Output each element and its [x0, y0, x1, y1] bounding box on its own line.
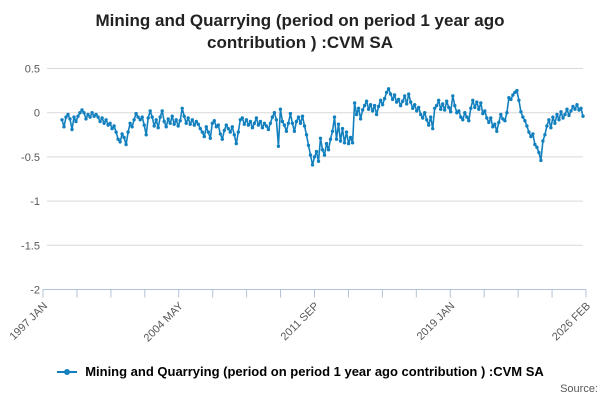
page-title: Mining and Quarrying (period on period 1…	[95, 11, 505, 53]
y-axis-tick-label: -1	[30, 196, 40, 208]
x-axis-tick-label: 2026 FEB	[550, 300, 593, 343]
y-axis-tick-label: 0	[34, 108, 40, 120]
legend-line-marker-icon	[57, 368, 78, 375]
legend-label: Mining and Quarrying (period on period 1…	[85, 364, 544, 379]
legend: Mining and Quarrying (period on period 1…	[0, 364, 600, 379]
source-label: Source:	[560, 383, 598, 395]
x-axis-tick-label: 1997 JAN	[7, 300, 50, 343]
x-axis	[42, 289, 587, 298]
x-axis-tick-label: 2011 SEP	[279, 300, 322, 343]
x-axis-labels: 1997 JAN 2004 MAY 2011 SEP 2019 JAN 2026 FEB	[7, 300, 593, 345]
y-axis-labels: 0.5 0 -0.5 -1 -1.5 -2	[21, 64, 40, 297]
chart-plot: 0.5 0 -0.5 -1 -1.5 -2 1997 JAN 2004 MAY 2011 SEP…	[7, 64, 593, 345]
x-axis-tick-label: 2004 MAY	[142, 300, 187, 345]
y-axis-tick-label: 0.5	[25, 64, 40, 76]
y-axis-tick-label: -0.5	[21, 152, 40, 164]
series-line	[61, 88, 584, 166]
series-markers	[60, 87, 585, 167]
y-axis-tick-label: -1.5	[21, 240, 40, 252]
x-axis-tick-label: 2019 JAN	[415, 300, 458, 343]
y-axis-tick-label: -2	[30, 285, 40, 297]
